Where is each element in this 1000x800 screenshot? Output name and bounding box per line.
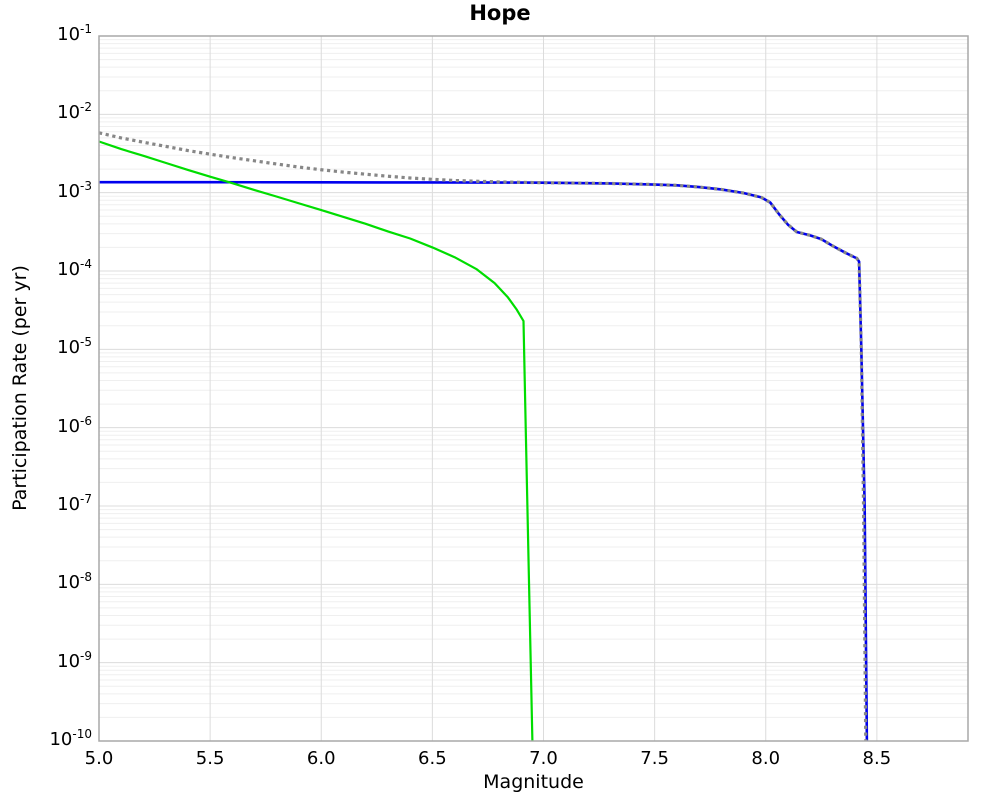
x-axis-label: Magnitude <box>483 771 584 793</box>
series-green-solid-line <box>98 140 534 742</box>
x-tick-label: 6.0 <box>306 748 336 769</box>
y-tick-label: 10-10 <box>49 727 92 750</box>
y-tick-label: 10-7 <box>57 492 92 515</box>
x-tick-label: 8.5 <box>862 748 892 769</box>
plot-frame <box>98 35 969 742</box>
x-tick-label: 8.0 <box>751 748 781 769</box>
y-tick-label: 10-1 <box>57 22 92 45</box>
chart-title: Hope <box>469 1 531 25</box>
y-tick-label: 10-4 <box>57 257 92 280</box>
y-tick-label: 10-9 <box>57 648 92 672</box>
y-tick-label: 10-3 <box>57 178 92 202</box>
x-tick-label: 7.0 <box>529 748 558 769</box>
y-tick-label: 10-6 <box>57 413 92 437</box>
y-tick-label: 10-8 <box>57 570 92 594</box>
x-tick-label: 5.5 <box>195 748 225 769</box>
y-axis-label: Participation Rate (per yr) <box>9 265 31 511</box>
x-tick-label: 7.5 <box>640 748 669 769</box>
x-tick-label: 5.0 <box>84 748 114 769</box>
series-blue-solid-line <box>99 180 869 742</box>
y-tick-label: 10-2 <box>57 100 92 124</box>
x-tick-label: 6.5 <box>418 748 447 769</box>
y-tick-label: 10-5 <box>57 335 92 359</box>
